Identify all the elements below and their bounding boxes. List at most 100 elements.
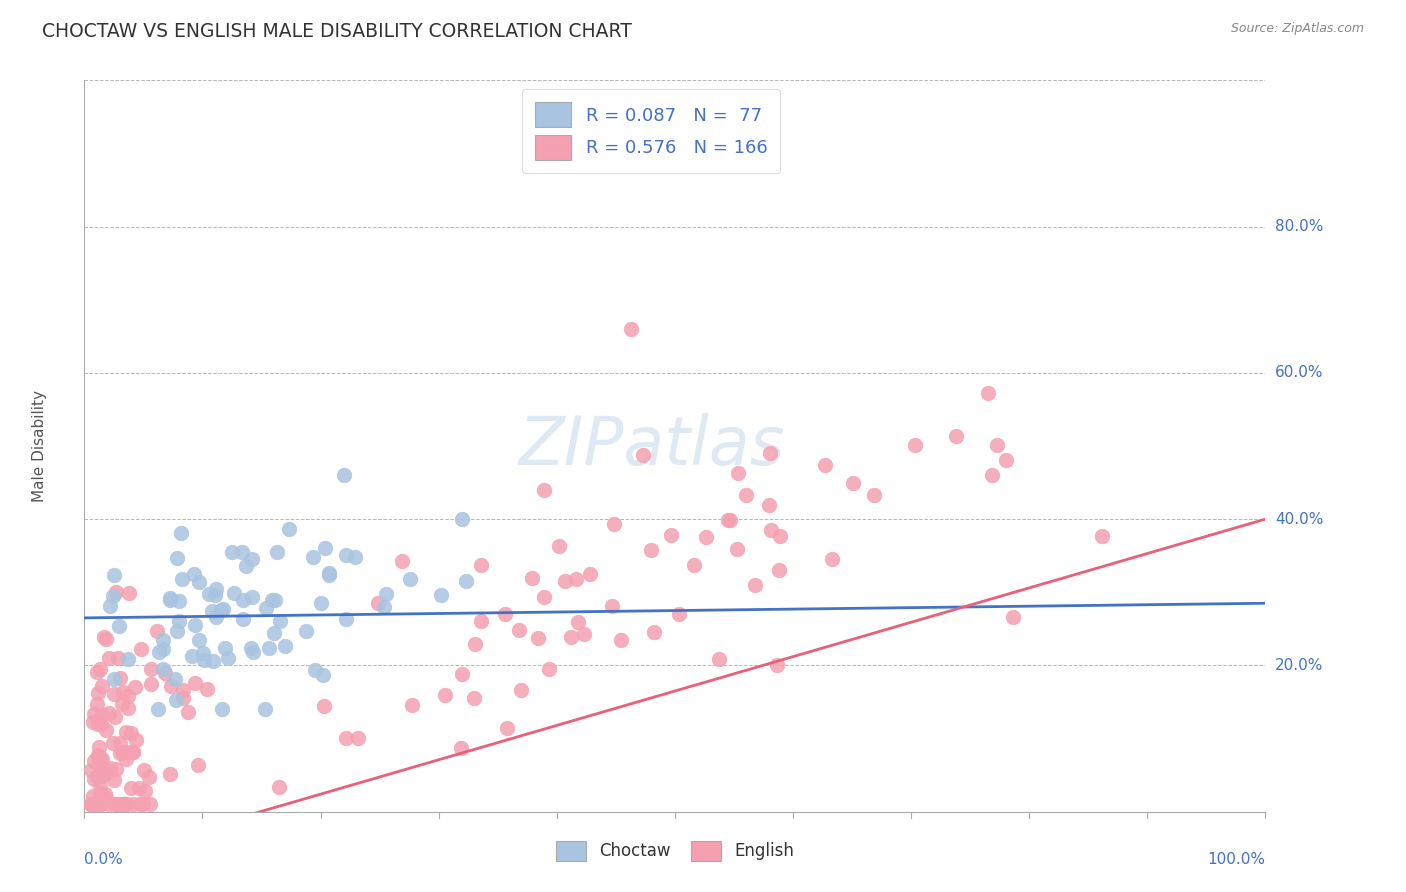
Point <box>367 596 389 610</box>
Point <box>152 642 174 657</box>
Point <box>120 726 142 740</box>
Point <box>80 797 103 812</box>
Point <box>863 488 886 502</box>
Point <box>172 690 194 705</box>
Point <box>160 679 183 693</box>
Point <box>84 797 107 812</box>
Point <box>981 467 1004 482</box>
Point <box>90 769 112 783</box>
Point <box>734 488 756 502</box>
Point <box>90 716 112 731</box>
Point <box>183 567 205 582</box>
Point <box>232 612 254 626</box>
Point <box>90 797 112 812</box>
Point <box>267 780 290 794</box>
Text: Male Disability: Male Disability <box>32 390 46 502</box>
Point <box>659 528 682 542</box>
Point <box>318 567 340 582</box>
Point <box>121 797 143 812</box>
Point <box>683 558 706 572</box>
Point <box>335 548 357 562</box>
Point <box>333 468 356 483</box>
Point <box>83 754 105 768</box>
Point <box>139 677 162 691</box>
Point <box>470 614 492 628</box>
Text: CHOCTAW VS ENGLISH MALE DISABILITY CORRELATION CHART: CHOCTAW VS ENGLISH MALE DISABILITY CORRE… <box>42 22 633 41</box>
Point <box>202 654 225 668</box>
Point <box>277 522 299 536</box>
Point <box>153 665 176 680</box>
Point <box>717 513 740 527</box>
Point <box>253 702 276 716</box>
Point <box>1091 529 1114 543</box>
Point <box>165 693 187 707</box>
Point <box>86 769 108 783</box>
Point <box>125 732 148 747</box>
Point <box>494 607 516 621</box>
Text: 60.0%: 60.0% <box>1275 366 1323 380</box>
Point <box>314 541 336 555</box>
Point <box>668 607 690 622</box>
Point <box>94 723 117 738</box>
Point <box>118 586 141 600</box>
Point <box>533 591 555 605</box>
Point <box>231 545 253 559</box>
Point <box>495 722 517 736</box>
Point <box>122 745 145 759</box>
Point <box>554 574 576 588</box>
Point <box>91 752 114 766</box>
Point <box>111 697 134 711</box>
Point <box>103 568 125 582</box>
Point <box>201 605 224 619</box>
Point <box>117 701 139 715</box>
Point <box>176 706 198 720</box>
Point <box>124 680 146 694</box>
Point <box>976 386 998 401</box>
Point <box>80 797 103 812</box>
Point <box>224 586 246 600</box>
Point <box>766 657 789 672</box>
Text: 40.0%: 40.0% <box>1275 512 1323 526</box>
Point <box>204 588 226 602</box>
Point <box>159 767 181 781</box>
Point <box>112 797 135 812</box>
Point <box>115 752 138 766</box>
Point <box>94 765 117 780</box>
Point <box>759 523 782 537</box>
Point <box>451 667 474 681</box>
Point <box>463 690 485 705</box>
Point <box>80 764 103 778</box>
Point <box>159 592 181 607</box>
Point <box>132 763 155 777</box>
Point <box>579 567 602 582</box>
Point <box>631 448 654 462</box>
Point <box>89 797 111 812</box>
Point <box>262 592 284 607</box>
Point <box>188 633 211 648</box>
Point <box>87 750 110 764</box>
Point <box>104 797 127 812</box>
Point <box>718 512 741 526</box>
Point <box>82 789 104 803</box>
Point <box>152 662 174 676</box>
Point <box>112 797 135 812</box>
Point <box>240 640 263 655</box>
Point <box>180 648 202 663</box>
Point <box>221 545 243 559</box>
Point <box>87 747 110 762</box>
Point <box>146 624 169 638</box>
Point <box>148 645 170 659</box>
Point <box>346 731 368 746</box>
Point <box>167 593 190 607</box>
Point <box>603 517 626 532</box>
Point <box>107 797 129 812</box>
Point <box>195 682 218 697</box>
Point <box>197 587 219 601</box>
Point <box>205 582 228 597</box>
Point <box>184 676 207 690</box>
Point <box>111 684 134 698</box>
Point <box>744 578 766 592</box>
Point <box>904 438 927 452</box>
Point <box>821 552 844 566</box>
Point <box>98 599 121 613</box>
